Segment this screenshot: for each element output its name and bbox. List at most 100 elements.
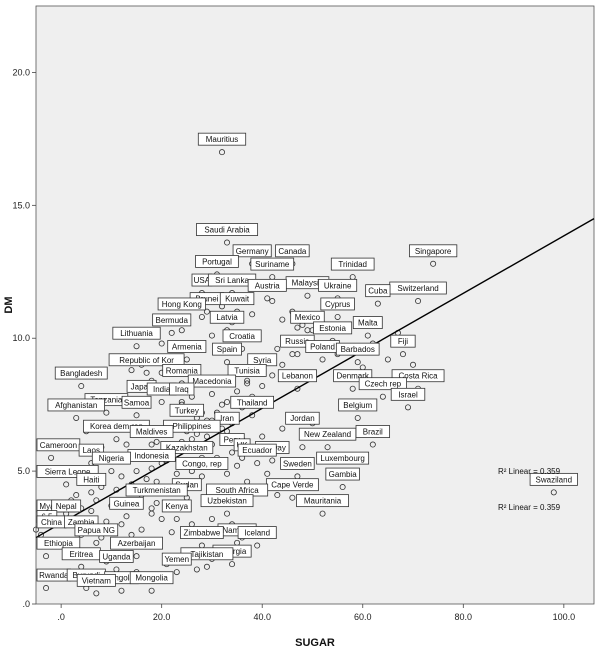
point-label-text: Iceland bbox=[244, 529, 270, 538]
point-label-box bbox=[76, 472, 107, 486]
y-tick-label: .0 bbox=[22, 599, 30, 609]
point-label: Afghanistan bbox=[47, 398, 105, 412]
data-point bbox=[63, 481, 70, 488]
point-label-text: Kenya bbox=[165, 502, 188, 511]
point-label-box bbox=[365, 284, 391, 298]
point-label-text: Lebanon bbox=[282, 372, 313, 381]
point-label-text: Bermuda bbox=[155, 316, 188, 325]
point-label-text: Guinea bbox=[114, 499, 140, 508]
point-label-text: Canada bbox=[278, 247, 307, 256]
data-point bbox=[304, 292, 311, 299]
point-label-box bbox=[152, 313, 192, 327]
point-label: Cameroon bbox=[36, 438, 81, 452]
point-label-box bbox=[99, 550, 134, 563]
point-label: Gambia bbox=[325, 467, 360, 481]
point-label-box bbox=[197, 132, 247, 146]
point-label-text: Laos bbox=[83, 446, 100, 455]
data-point bbox=[269, 457, 276, 464]
point-labels: Mauritius Saudi Arabia Germany Canada Singap… bbox=[36, 132, 578, 587]
point-label-text: Ukraine bbox=[324, 281, 352, 290]
data-point bbox=[364, 332, 371, 339]
point-label-text: Belgium bbox=[343, 401, 372, 410]
point-label: Republic of Kor bbox=[108, 353, 185, 367]
data-point bbox=[279, 425, 286, 432]
point-label-text: Romania bbox=[166, 366, 199, 375]
data-point bbox=[123, 513, 130, 520]
point-label-text: Philippines bbox=[172, 422, 211, 431]
data-point bbox=[354, 359, 361, 366]
point-label: Thailand bbox=[230, 395, 274, 409]
data-point bbox=[148, 587, 155, 594]
x-tick-label: .0 bbox=[57, 612, 65, 622]
data-point bbox=[264, 470, 271, 477]
point-label-box bbox=[169, 403, 205, 417]
point-label-box bbox=[529, 472, 578, 486]
point-label-box bbox=[196, 223, 259, 236]
data-point bbox=[203, 308, 210, 315]
data-point bbox=[193, 566, 200, 573]
data-point bbox=[93, 590, 100, 597]
data-point bbox=[384, 356, 391, 363]
data-point bbox=[158, 340, 165, 347]
point-label-text: Nepal bbox=[56, 502, 77, 511]
point-label-box bbox=[212, 342, 242, 356]
point-label-box bbox=[129, 425, 174, 438]
point-label-box bbox=[318, 278, 358, 292]
data-point bbox=[339, 484, 346, 491]
point-label: Poland bbox=[305, 340, 340, 353]
data-point bbox=[234, 462, 241, 469]
point-label-box bbox=[157, 297, 206, 311]
point-label-text: Mongolia bbox=[135, 574, 168, 583]
point-label-text: Jordan bbox=[290, 414, 314, 423]
point-label: Ecuador bbox=[237, 443, 277, 457]
y-tick-label: 20.0 bbox=[12, 67, 30, 77]
data-point bbox=[430, 260, 437, 267]
point-label: Kuwait bbox=[219, 292, 255, 306]
point-label-box bbox=[91, 451, 131, 465]
data-point bbox=[143, 476, 150, 483]
data-point bbox=[249, 311, 256, 318]
point-label-text: Suriname bbox=[255, 260, 290, 269]
data-point bbox=[133, 553, 140, 560]
point-label: Hong Kong bbox=[157, 297, 206, 311]
point-label-text: Latvia bbox=[216, 313, 238, 322]
point-label: Switzerland bbox=[389, 281, 447, 295]
point-label: Mongolia bbox=[129, 571, 174, 585]
point-label-text: Syria bbox=[253, 356, 272, 365]
data-point bbox=[374, 300, 381, 307]
point-label-text: Yemen bbox=[164, 555, 189, 564]
point-label-box bbox=[358, 377, 407, 391]
point-label-text: Fiji bbox=[398, 337, 408, 346]
point-label: China bbox=[36, 515, 67, 529]
point-label-text: Samoa bbox=[124, 398, 150, 407]
point-label-text: Luxembourg bbox=[320, 454, 364, 463]
point-label: Guinea bbox=[109, 496, 144, 510]
point-label-box bbox=[74, 523, 119, 537]
point-label: Turkey bbox=[169, 403, 205, 417]
point-label-box bbox=[195, 255, 239, 268]
data-point bbox=[198, 473, 205, 480]
point-label: Nigeria bbox=[91, 451, 131, 465]
data-point bbox=[103, 409, 110, 416]
data-point bbox=[43, 553, 50, 560]
point-label-text: Zimbabwe bbox=[183, 529, 220, 538]
point-label-text: Uzbekistan bbox=[207, 497, 247, 506]
point-label-box bbox=[162, 364, 202, 377]
data-point bbox=[299, 444, 306, 451]
point-label-box bbox=[355, 425, 391, 438]
data-point bbox=[224, 510, 231, 517]
data-point bbox=[78, 383, 85, 390]
data-point bbox=[319, 510, 326, 517]
point-label-text: China bbox=[41, 518, 62, 527]
point-label-box bbox=[285, 411, 320, 425]
point-label-box bbox=[338, 398, 378, 412]
data-point bbox=[178, 327, 185, 334]
point-label-box bbox=[325, 467, 360, 481]
data-point bbox=[118, 473, 125, 480]
point-label: Romania bbox=[162, 364, 202, 377]
point-label: Israel bbox=[390, 387, 426, 401]
data-point bbox=[88, 507, 95, 514]
axes: .0 20.0 40.0 60.0 80.0 100.0 .0 5.0 10.0 15.0 20.0 bbox=[12, 67, 575, 622]
point-label-text: Namibia bbox=[222, 526, 252, 535]
point-label-text: Mauritius bbox=[206, 135, 238, 144]
